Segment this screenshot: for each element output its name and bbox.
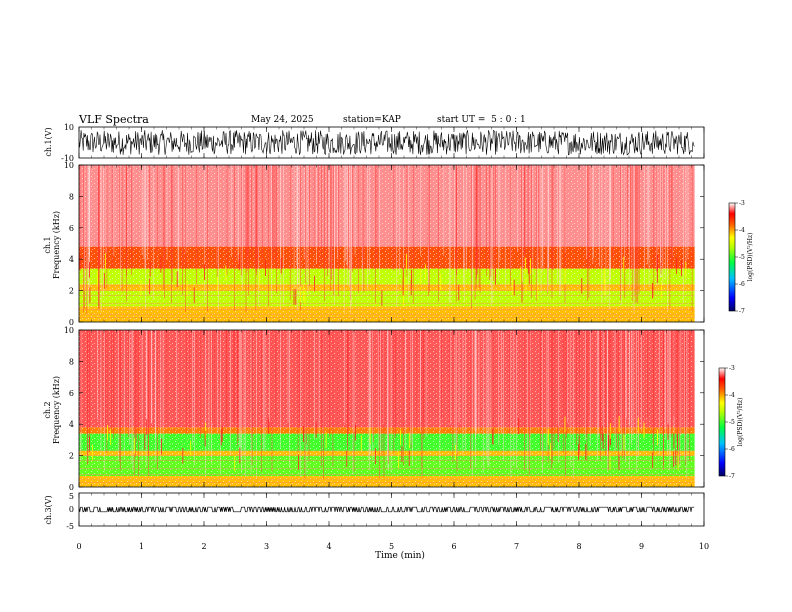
ch2-colorbar-gradient — [718, 367, 726, 477]
ch1-spectrogram-striations — [79, 165, 695, 318]
ch1-colorbar: -3 -4 -5 -6 -7 log(PSD)(V²/Hz) — [728, 200, 754, 315]
time-tick-label: 6 — [451, 542, 456, 551]
chart-title: VLF Spectra — [79, 113, 149, 126]
ch2-colorbar-label: log(PSD)(V²/Hz) — [737, 398, 744, 447]
colorbar-tick-label: -3 — [729, 365, 735, 372]
ch2-spectrogram-yticks: 0 2 4 6 8 10 — [64, 326, 704, 492]
time-axis-ticks: 0 1 2 3 4 5 6 7 8 9 10 — [76, 127, 709, 551]
time-tick-label: 8 — [576, 542, 581, 551]
spectrogram-ytick-label: 6 — [69, 389, 74, 398]
colorbar-tick-label: -7 — [739, 308, 745, 315]
ch2-spectrogram-ylabel-channel: ch.2 — [43, 401, 52, 418]
time-tick-label: 10 — [699, 542, 709, 551]
ch1-waveform-panel: 10 -10 ch.1(V) — [44, 123, 705, 163]
time-tick-label: 9 — [639, 542, 644, 551]
colorbar-tick-label: -3 — [739, 200, 745, 207]
colorbar-tick-label: -5 — [729, 419, 735, 426]
colorbar-tick-label: -6 — [739, 281, 745, 288]
ch2-spectrogram-ylabel-frequency: Frequency (kHz) — [52, 376, 61, 444]
ch1-colorbar-label: log(PSD)(V²/Hz) — [747, 233, 754, 282]
spectrogram-ytick-label: 0 — [69, 318, 74, 327]
ch1-waveform-trace — [78, 129, 695, 156]
colorbar-tick-label: -6 — [729, 446, 735, 453]
ch1-ytick-top: 10 — [64, 123, 74, 132]
ch3-waveform-panel: 5 0 -5 ch.3(V) 0 1 2 3 4 5 6 7 8 9 10 Time (min) — [44, 127, 709, 561]
ch2-colorbar: -3 -4 -5 -6 -7 log(PSD)(V²/Hz) — [718, 365, 744, 480]
time-tick-label: 5 — [389, 542, 394, 551]
spectrogram-ytick-label: 4 — [69, 255, 74, 264]
time-tick-label: 2 — [201, 542, 206, 551]
time-tick-label: 3 — [264, 542, 269, 551]
ch3-ytick-mid: 0 — [69, 505, 74, 514]
time-tick-label: 1 — [139, 542, 144, 551]
spectrogram-ytick-label: 10 — [64, 326, 74, 335]
ch1-waveform-ylabel: ch.1(V) — [44, 127, 53, 156]
ch3-waveform-trace — [78, 506, 695, 513]
colorbar-tick-label: -4 — [729, 392, 735, 399]
ch3-waveform-ylabel: ch.3(V) — [44, 495, 53, 524]
ch1-colorbar-gradient — [728, 202, 736, 312]
spectrogram-ytick-label: 6 — [69, 224, 74, 233]
colorbar-tick-label: -5 — [739, 254, 745, 261]
spectrogram-ytick-label: 0 — [69, 483, 74, 492]
ch1-ytick-bottom: -10 — [61, 154, 74, 163]
spectrogram-ytick-label: 10 — [64, 161, 74, 170]
ch2-spectrogram-striations — [79, 330, 695, 483]
start-time-label: start UT = 5 : 0 : 1 — [437, 115, 526, 125]
date-label: May 24, 2025 — [251, 115, 314, 125]
station-label: station=KAP — [343, 115, 401, 125]
colorbar-tick-label: -4 — [739, 227, 745, 234]
ch1-spectrogram-ylabel-channel: ch.1 — [43, 236, 52, 253]
time-tick-label: 4 — [326, 542, 331, 551]
spectrogram-ytick-label: 2 — [69, 287, 74, 296]
colorbar-tick-label: -7 — [729, 473, 735, 480]
spectrogram-ytick-label: 8 — [69, 357, 74, 366]
ch1-spectrogram-ylabel-frequency: Frequency (kHz) — [52, 211, 61, 279]
spectrogram-ytick-label: 8 — [69, 192, 74, 201]
spectrogram-ytick-label: 4 — [69, 420, 74, 429]
spectrogram-ytick-label: 2 — [69, 452, 74, 461]
time-axis-label: Time (min) — [375, 550, 425, 561]
time-tick-label: 7 — [514, 542, 519, 551]
ch3-ytick-bottom: -5 — [66, 522, 74, 531]
ch1-spectrogram-panel: 0 2 4 6 8 10 ch.1 Frequency (kHz) — [43, 161, 705, 327]
time-tick-label: 0 — [76, 542, 81, 551]
ch2-spectrogram-panel: 0 2 4 6 8 10 ch.2 Frequency (kHz) — [43, 326, 705, 492]
ch1-spectrogram-yticks: 0 2 4 6 8 10 — [64, 161, 704, 327]
ch3-ytick-top: 5 — [69, 492, 74, 501]
